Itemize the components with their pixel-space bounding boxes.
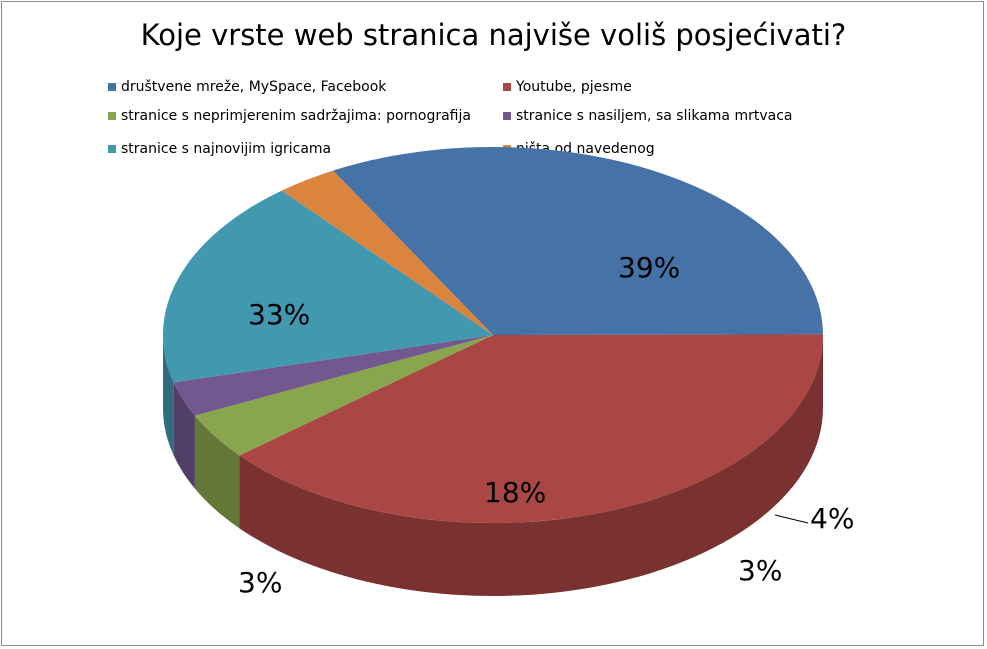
legend-swatch (108, 145, 116, 153)
legend-label: stranice s neprimjerenim sadržajima: por… (121, 108, 471, 124)
slice-label-2: 4% (810, 502, 854, 535)
slice-top-2 (194, 335, 493, 456)
legend-swatch (503, 112, 511, 120)
slice-top-3 (173, 335, 493, 416)
slice-side-1 (239, 335, 823, 596)
legend-item-4: stranice s najnovijim igricama (108, 141, 331, 157)
legend-item-0: društvene mreže, MySpace, Facebook (108, 79, 386, 95)
legend-item-3: stranice s nasiljem, sa slikama mrtvaca (503, 108, 792, 124)
legend-swatch (108, 112, 116, 120)
slice-top-1 (239, 334, 823, 523)
leader-line (774, 514, 809, 524)
slice-side-2 (194, 415, 240, 529)
slice-side-4 (163, 335, 174, 456)
legend-label: stranice s nasiljem, sa slikama mrtvaca (516, 108, 793, 124)
legend-swatch (108, 83, 116, 91)
slice-label-1: 39% (618, 251, 680, 284)
chart-title: Koje vrste web stranica najviše voliš po… (140, 18, 847, 52)
slice-label-3: 3% (738, 554, 782, 587)
slice-top-5 (281, 170, 493, 335)
legend-label: Youtube, pjesme (516, 79, 632, 95)
slice-label-4: 18% (484, 476, 546, 509)
slice-top-0 (333, 147, 823, 335)
legend-item-1: Youtube, pjesme (503, 79, 632, 95)
slice-top-4 (163, 190, 493, 383)
legend-swatch (503, 83, 511, 91)
legend-item-2: stranice s neprimjerenim sadržajima: por… (108, 108, 471, 124)
legend-label: društvene mreže, MySpace, Facebook (121, 79, 387, 95)
slice-side-3 (173, 382, 195, 489)
slice-label-0: 33% (248, 298, 310, 331)
slice-label-5: 3% (238, 566, 282, 599)
legend-label: stranice s najnovijim igricama (121, 141, 332, 157)
